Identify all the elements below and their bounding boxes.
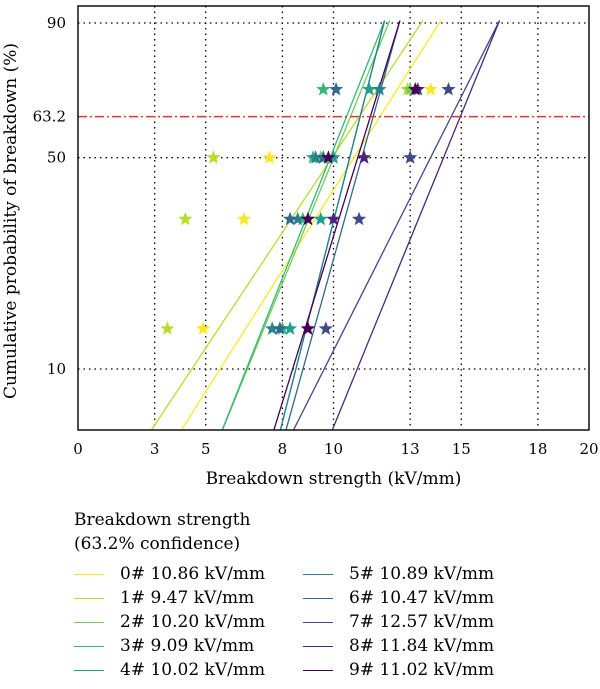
legend-item: 2# 10.20 kV/mm bbox=[74, 610, 265, 634]
data-point-series-8 bbox=[326, 211, 341, 226]
legend-label: 5# 10.89 kV/mm bbox=[349, 564, 495, 584]
x-tick-label: 10 bbox=[324, 440, 343, 458]
y-tick-label: 63.2 bbox=[33, 108, 66, 126]
data-point-series-3 bbox=[316, 81, 331, 96]
legend-swatch bbox=[303, 621, 333, 623]
y-axis-title: Cumulative probability of breakdown (%) bbox=[1, 43, 21, 399]
legend-title: Breakdown strength (63.2% confidence) bbox=[74, 510, 251, 554]
legend-swatch bbox=[303, 597, 333, 599]
legend-item: 8# 11.84 kV/mm bbox=[303, 634, 494, 658]
data-point-series-6 bbox=[272, 321, 287, 335]
y-tick-labels: 10 50 63.2 90 bbox=[33, 14, 66, 378]
data-point-series-7 bbox=[403, 150, 418, 164]
legend-swatch bbox=[303, 645, 333, 647]
x-tick-label: 20 bbox=[579, 440, 598, 458]
data-point-series-0 bbox=[423, 81, 438, 96]
data-points bbox=[160, 81, 456, 335]
fit-line-8 bbox=[331, 20, 501, 430]
legend-item: 7# 12.57 kV/mm bbox=[303, 610, 494, 634]
data-point-series-1 bbox=[178, 211, 193, 226]
data-point-series-5 bbox=[372, 81, 387, 96]
data-point-series-5 bbox=[290, 211, 305, 226]
x-tick-label: 3 bbox=[150, 440, 160, 458]
legend-label: 4# 10.02 kV/mm bbox=[120, 660, 266, 680]
data-point-series-7 bbox=[318, 321, 333, 335]
data-point-series-6 bbox=[328, 81, 344, 96]
legend-label: 1# 9.47 kV/mm bbox=[120, 588, 255, 608]
legend-label: 8# 11.84 kV/mm bbox=[349, 636, 495, 656]
data-point-series-5 bbox=[308, 150, 323, 164]
legend-item: 9# 11.02 kV/mm bbox=[303, 658, 494, 682]
data-point-series-7 bbox=[441, 81, 456, 96]
legend-item: 3# 9.09 kV/mm bbox=[74, 634, 254, 658]
y-tick-label: 50 bbox=[47, 149, 66, 167]
data-point-series-0 bbox=[196, 321, 211, 335]
data-point-series-8 bbox=[357, 150, 372, 164]
data-point-series-6 bbox=[282, 211, 298, 226]
legend-item: 6# 10.47 kV/mm bbox=[303, 586, 494, 610]
data-point-series-1 bbox=[160, 321, 175, 335]
fit-line-0 bbox=[180, 20, 442, 430]
legend-label: 7# 12.57 kV/mm bbox=[349, 612, 495, 632]
y-tick-label: 10 bbox=[47, 360, 66, 378]
data-point-series-9 bbox=[300, 321, 316, 335]
data-point-series-5 bbox=[265, 321, 280, 335]
data-point-series-1 bbox=[206, 150, 221, 164]
legend-label: 0# 10.86 kV/mm bbox=[120, 564, 266, 584]
legend-swatch bbox=[74, 621, 104, 623]
fit-lines bbox=[150, 20, 501, 430]
legend-swatch bbox=[303, 669, 333, 671]
grid bbox=[78, 6, 589, 430]
legend-label: 2# 10.20 kV/mm bbox=[120, 612, 266, 632]
legend-swatch bbox=[74, 573, 104, 575]
data-point-series-0 bbox=[236, 211, 252, 226]
fit-line-1 bbox=[150, 20, 424, 430]
legend-label: 6# 10.47 kV/mm bbox=[349, 588, 495, 608]
fit-line-7 bbox=[292, 20, 501, 430]
x-axis-title: Breakdown strength (kV/mm) bbox=[206, 469, 462, 489]
data-point-series-4 bbox=[362, 81, 377, 96]
data-point-series-0 bbox=[262, 150, 277, 164]
x-tick-label: 15 bbox=[452, 440, 471, 458]
legend-item: 5# 10.89 kV/mm bbox=[303, 562, 494, 586]
x-tick-label: 18 bbox=[528, 440, 547, 458]
legend-swatch bbox=[74, 645, 104, 647]
legend-swatch bbox=[303, 573, 333, 575]
x-tick-label: 0 bbox=[73, 440, 83, 458]
fit-line-2 bbox=[221, 20, 391, 430]
x-tick-label: 8 bbox=[278, 440, 288, 458]
legend-item: 1# 9.47 kV/mm bbox=[74, 586, 254, 610]
legend-swatch bbox=[74, 597, 104, 599]
weibull-chart: 0 3 5 8 10 13 15 18 20 10 50 63.2 90 Breakdown stre… bbox=[1, 5, 599, 489]
data-point-series-7 bbox=[351, 211, 367, 226]
plot-frame bbox=[77, 5, 590, 431]
legend-item: 4# 10.02 kV/mm bbox=[74, 658, 265, 682]
x-tick-labels: 0 3 5 8 10 13 15 18 20 bbox=[73, 440, 598, 458]
x-tick-label: 5 bbox=[201, 440, 211, 458]
data-point-series-4 bbox=[282, 321, 298, 335]
y-tick-label: 90 bbox=[47, 14, 66, 32]
data-point-series-4 bbox=[313, 211, 328, 226]
data-point-series-9 bbox=[408, 81, 423, 96]
legend-label: 9# 11.02 kV/mm bbox=[349, 660, 495, 680]
x-tick-label: 13 bbox=[401, 440, 420, 458]
fit-line-3 bbox=[221, 20, 386, 430]
legend-item: 0# 10.86 kV/mm bbox=[74, 562, 265, 586]
data-point-series-9 bbox=[300, 211, 316, 226]
data-point-series-9 bbox=[321, 150, 336, 164]
legend-label: 3# 9.09 kV/mm bbox=[120, 636, 255, 656]
fit-line-6 bbox=[285, 20, 401, 430]
legend-swatch bbox=[74, 669, 104, 671]
legend: 0# 10.86 kV/mm 1# 9.47 kV/mm 2# 10.20 kV/m… bbox=[74, 562, 594, 689]
